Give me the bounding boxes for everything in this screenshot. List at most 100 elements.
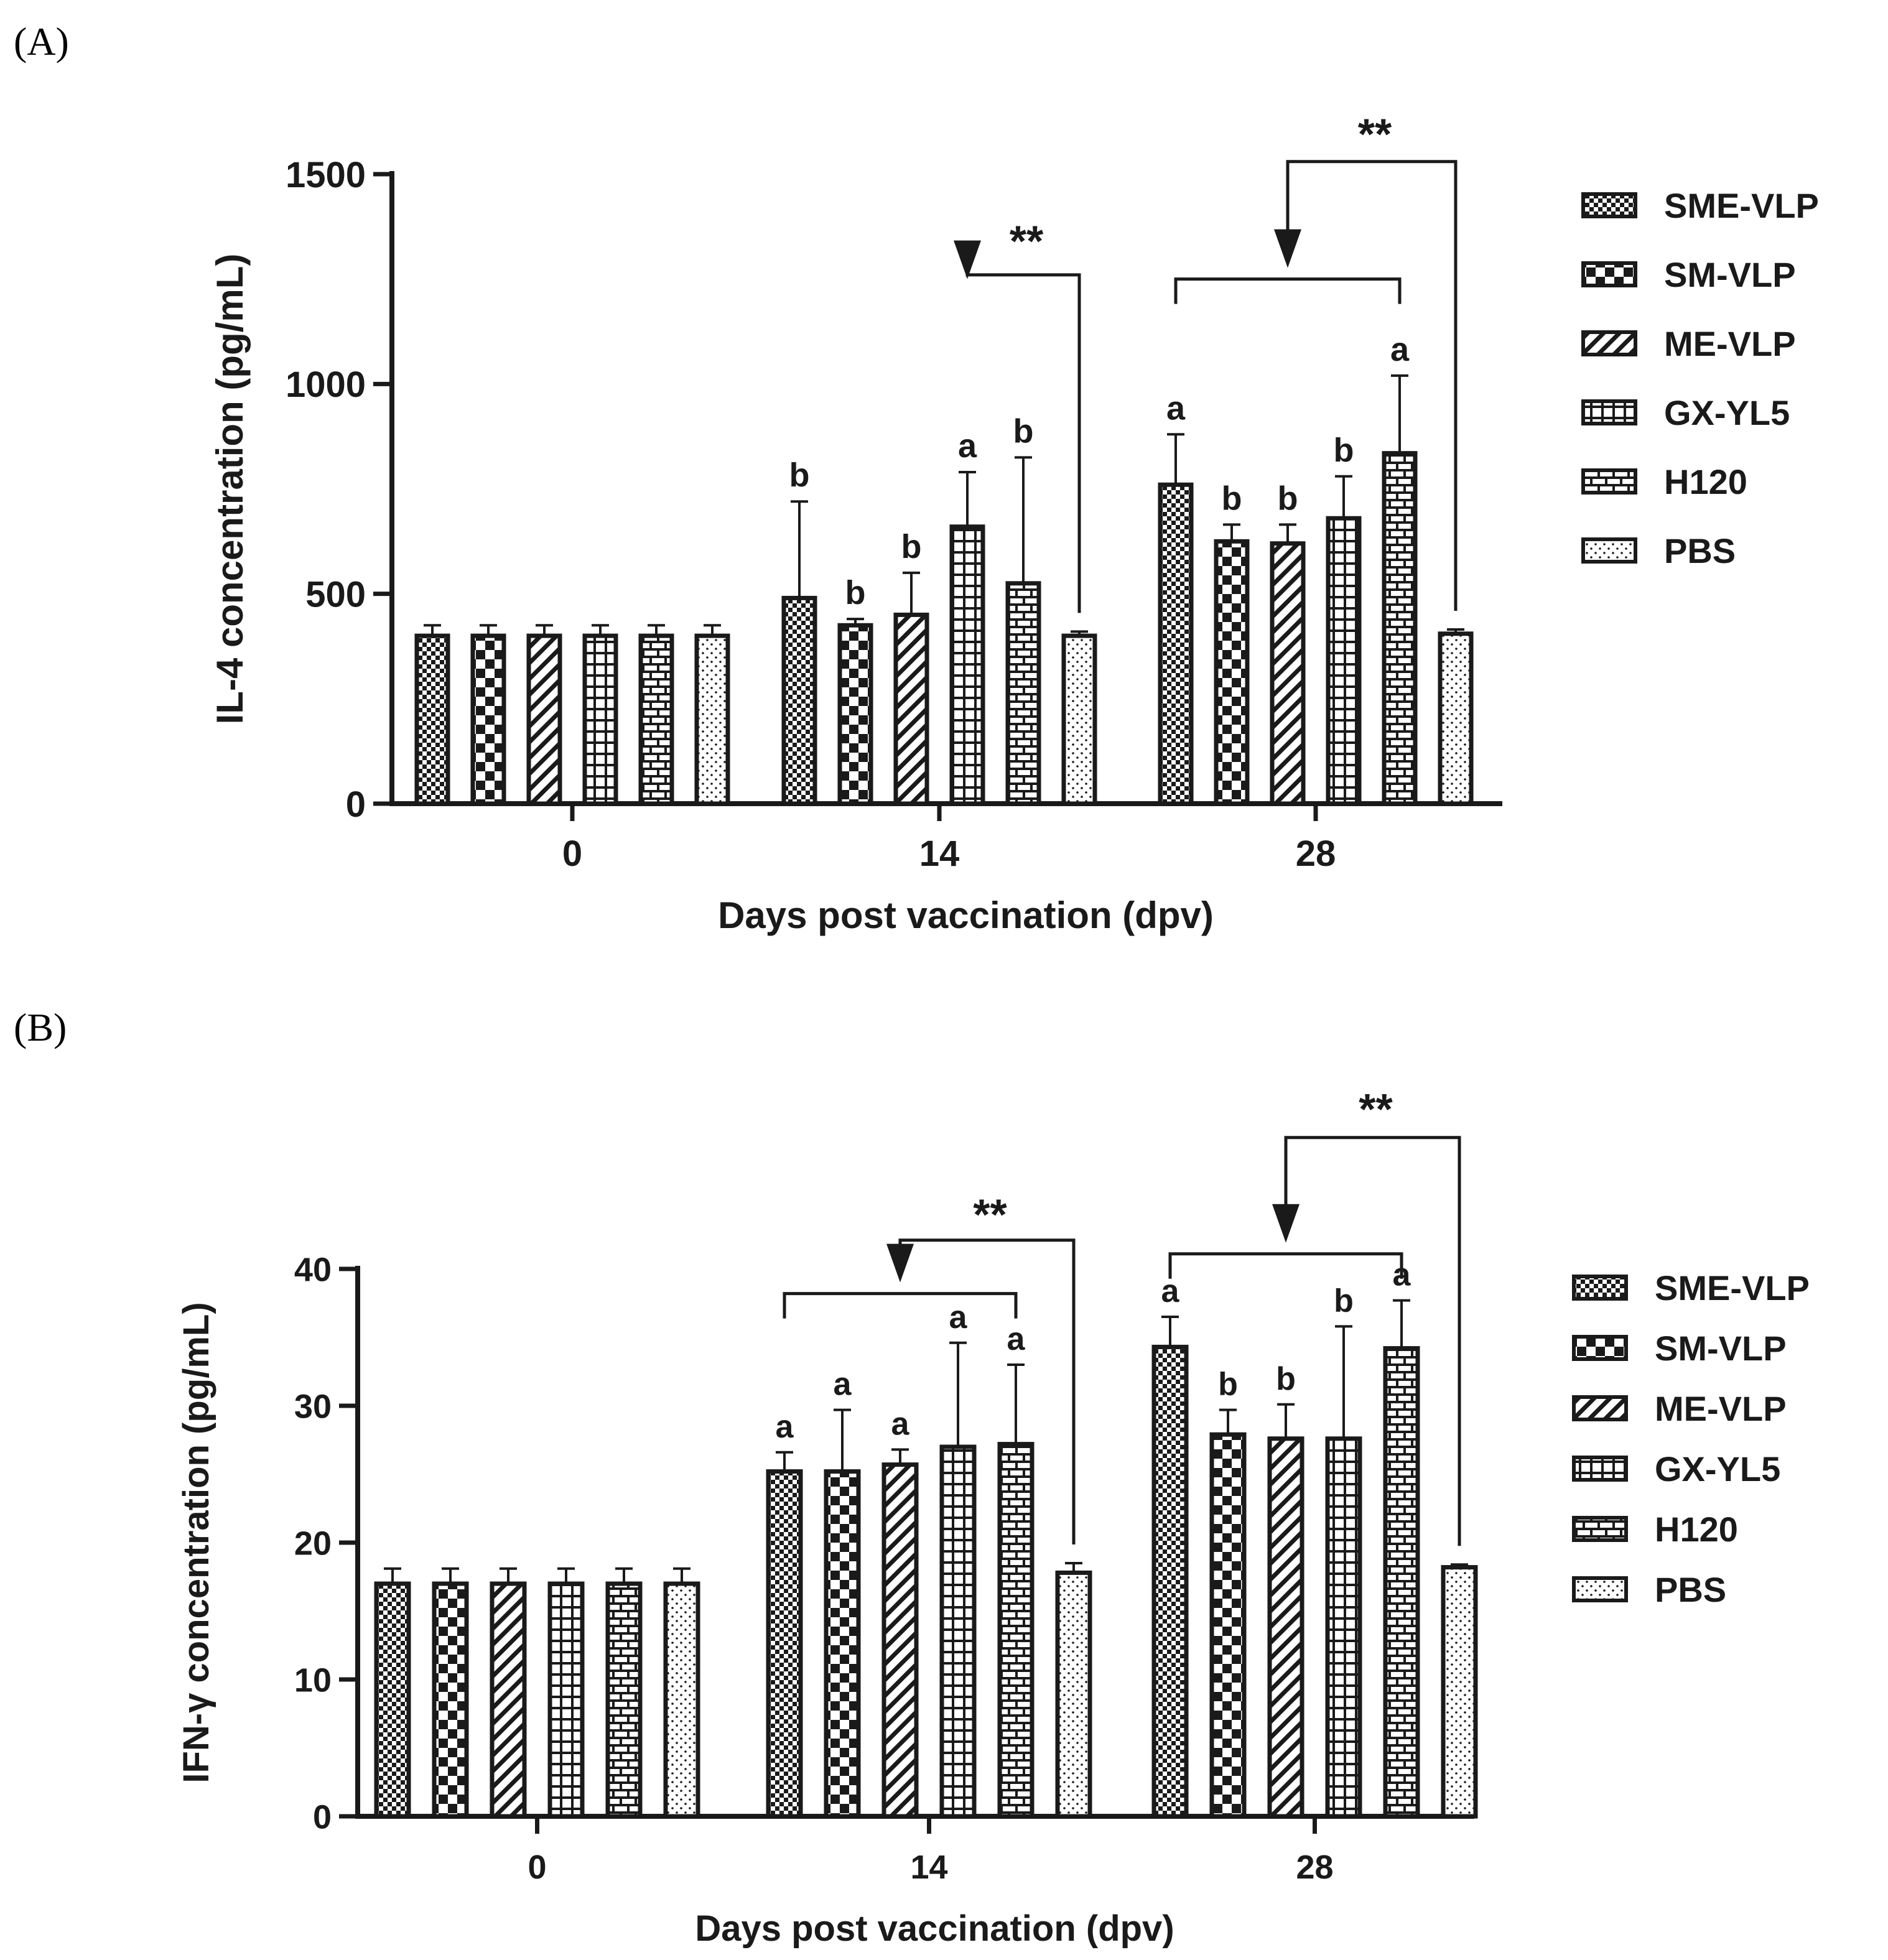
significance-letter: a: [949, 1299, 968, 1335]
significance-letter: b: [845, 574, 866, 611]
legend-swatch: [1581, 468, 1637, 495]
y-tick-label: 10: [294, 1661, 332, 1699]
bracket-connector: [898, 1238, 1076, 1544]
y-tick-label: 0: [346, 784, 366, 825]
bracket-connector: [1284, 1136, 1461, 1546]
bar: [547, 1581, 585, 1819]
legend-swatch: [1581, 330, 1637, 356]
bar: [766, 1469, 803, 1819]
bar: [1158, 482, 1194, 806]
y-axis-title: IFN-γ concentration (pg/mL): [176, 1302, 216, 1783]
y-tick-label: 0: [313, 1798, 332, 1836]
legend-label: SM-VLP: [1655, 1329, 1787, 1368]
legend-swatch: [1572, 1576, 1628, 1602]
significance-letter: b: [901, 528, 922, 565]
arrow-head: [1272, 1204, 1300, 1243]
significance-stars: **: [1010, 216, 1044, 265]
bar: [1061, 633, 1097, 806]
x-tick-label: 28: [1296, 834, 1336, 874]
bracket-group: [1174, 277, 1402, 304]
bar: [1267, 1436, 1304, 1819]
legend-swatch: [1581, 261, 1637, 287]
bar: [663, 1581, 700, 1819]
legend-swatch: [1572, 1516, 1628, 1542]
legend-label: GX-YL5: [1664, 393, 1790, 432]
x-axis-title: Days post vaccination (dpv): [718, 894, 1214, 936]
legend-label: PBS: [1664, 531, 1736, 570]
bar: [837, 623, 873, 806]
bar: [1383, 1346, 1420, 1819]
y-tick-label: 1500: [286, 155, 366, 195]
significance-stars: **: [1359, 1085, 1393, 1133]
significance-letter: b: [789, 457, 810, 494]
significance-letter: a: [776, 1409, 794, 1445]
significance-letter: a: [834, 1367, 852, 1403]
significance-letter: a: [1166, 389, 1186, 427]
bar: [997, 1442, 1035, 1819]
bar: [638, 633, 674, 806]
legend-swatch: [1572, 1275, 1628, 1301]
ifn-gamma-chart: 0 10 20 30 40 IFN-γ concentration (pg/mL) 0 14 2…: [176, 1085, 1810, 1949]
legend-label: SME-VLP: [1655, 1268, 1810, 1307]
significance-letter: a: [1390, 331, 1410, 368]
bar: [470, 633, 506, 806]
bracket-connector: [1286, 160, 1458, 611]
y-tick-label: 1000: [286, 365, 366, 405]
legend-label: H120: [1655, 1510, 1738, 1549]
significance-letter: b: [1222, 480, 1242, 517]
legend-label: GX-YL5: [1655, 1449, 1780, 1489]
bar: [582, 633, 618, 806]
significance-stars: **: [1358, 109, 1392, 158]
x-tick-label: 0: [562, 834, 582, 874]
bar: [526, 633, 562, 806]
legend-swatch: [1581, 192, 1637, 218]
x-axis-title: Days post vaccination (dpv): [695, 1908, 1174, 1949]
legend-label: SM-VLP: [1664, 255, 1796, 294]
legend-swatch: [1572, 1456, 1628, 1482]
bar: [1209, 1432, 1247, 1819]
bar: [781, 595, 817, 806]
bar: [414, 633, 450, 806]
bar: [1055, 1570, 1092, 1819]
x-tick-label: 14: [919, 834, 960, 874]
y-tick-label: 500: [305, 575, 366, 615]
bar: [1326, 516, 1362, 806]
significance-letter: b: [1334, 1283, 1354, 1319]
bar: [939, 1444, 977, 1819]
bar: [1382, 451, 1418, 806]
bar: [824, 1469, 861, 1819]
legend-swatch: [1572, 1395, 1628, 1421]
significance-letter: a: [891, 1406, 910, 1442]
x-tick-label: 14: [910, 1849, 947, 1886]
significance-letter: a: [1007, 1321, 1026, 1357]
bar: [1441, 1565, 1478, 1819]
bracket-group: [1168, 1252, 1403, 1279]
significance-stars: **: [973, 1190, 1007, 1238]
arrow-head: [1274, 229, 1301, 268]
legend-label: PBS: [1655, 1570, 1726, 1609]
arrow-head: [954, 240, 981, 279]
legend-label: SME-VLP: [1664, 186, 1819, 225]
bar: [893, 612, 929, 806]
legend-label: ME-VLP: [1655, 1389, 1787, 1428]
legend-label: H120: [1664, 462, 1747, 501]
y-axis-title: IL-4 concentration (pg/mL): [209, 254, 251, 725]
bar: [1325, 1436, 1362, 1819]
bar: [1005, 581, 1041, 806]
y-tick-label: 40: [294, 1251, 332, 1288]
y-tick-label: 20: [294, 1525, 332, 1562]
bar: [694, 633, 730, 806]
significance-letter: a: [1161, 1273, 1180, 1309]
bar: [881, 1462, 919, 1819]
bracket-group: [783, 1292, 1018, 1319]
x-tick-label: 0: [528, 1849, 546, 1886]
legend-swatch: [1572, 1335, 1628, 1361]
significance-letter: b: [1218, 1367, 1238, 1403]
bar: [1438, 631, 1474, 806]
bar: [490, 1581, 527, 1819]
legend-swatch: [1581, 537, 1637, 564]
significance-letter: b: [1013, 412, 1034, 450]
panel-label-b: (B): [14, 1005, 67, 1049]
significance-letter: b: [1278, 480, 1298, 517]
y-tick-label: 30: [294, 1388, 332, 1425]
